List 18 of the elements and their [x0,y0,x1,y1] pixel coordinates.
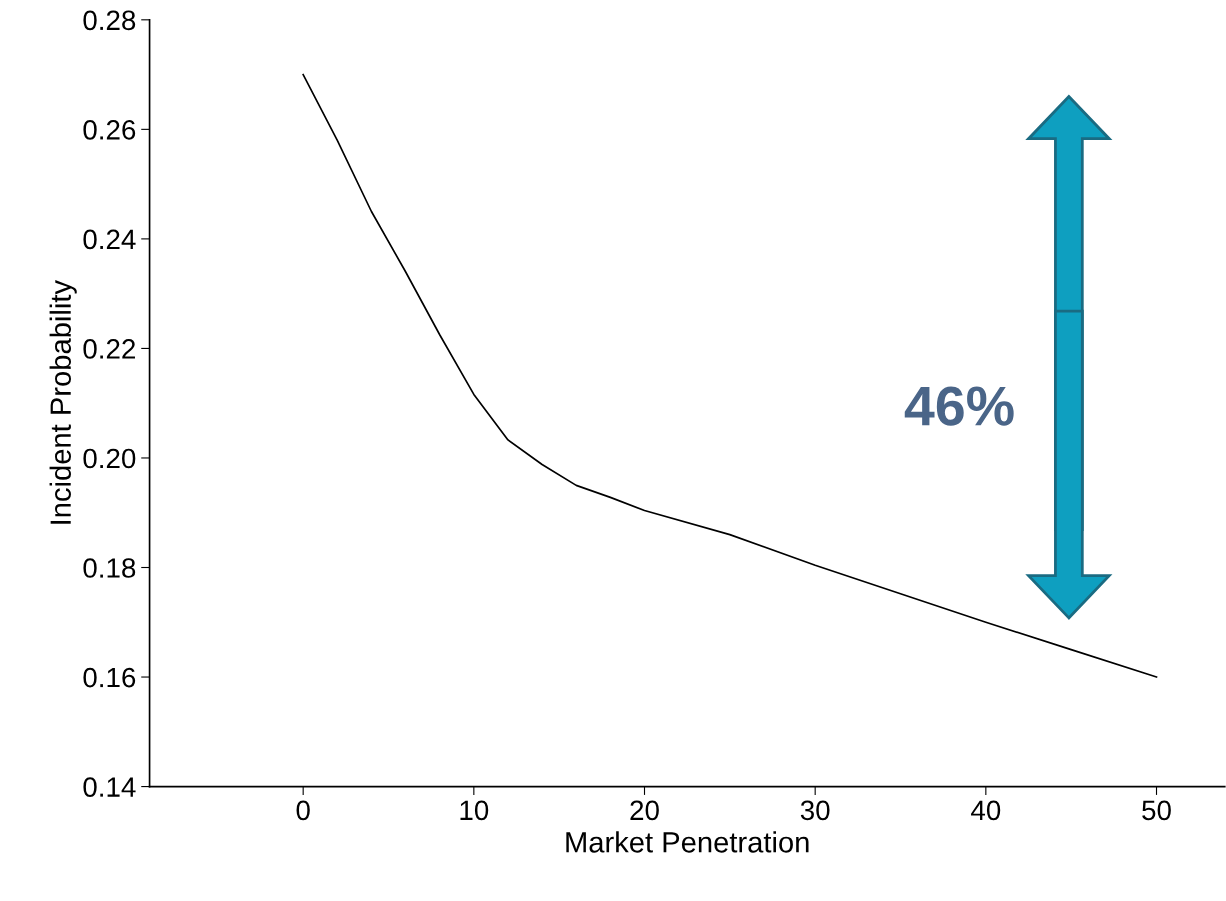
y-tick-label: 0.16 [83,667,136,688]
y-tick-label: 0.24 [83,229,136,250]
x-tick-label: 30 [800,800,830,821]
line-series [302,73,1158,678]
x-tick-label: 20 [630,800,659,821]
y-tick-label: 0.22 [83,339,135,359]
y-tick-label: 0.28 [83,10,136,31]
y-axis-title: Incident Probability [49,280,77,524]
x-tick-label: 40 [971,800,1001,821]
x-tick-label: 10 [460,800,489,821]
y-tick-label: 0.20 [83,448,136,469]
x-tick-label: 0 [296,800,310,821]
annotation: 46% [904,386,1014,426]
x-axis-title: Market Penetration [566,831,809,853]
y-tick-label: 0.14 [83,777,136,797]
x-tick-label: 50 [1142,800,1171,821]
y-tick-label: 0.18 [83,558,136,578]
y-tick-label: 0.26 [83,120,136,140]
